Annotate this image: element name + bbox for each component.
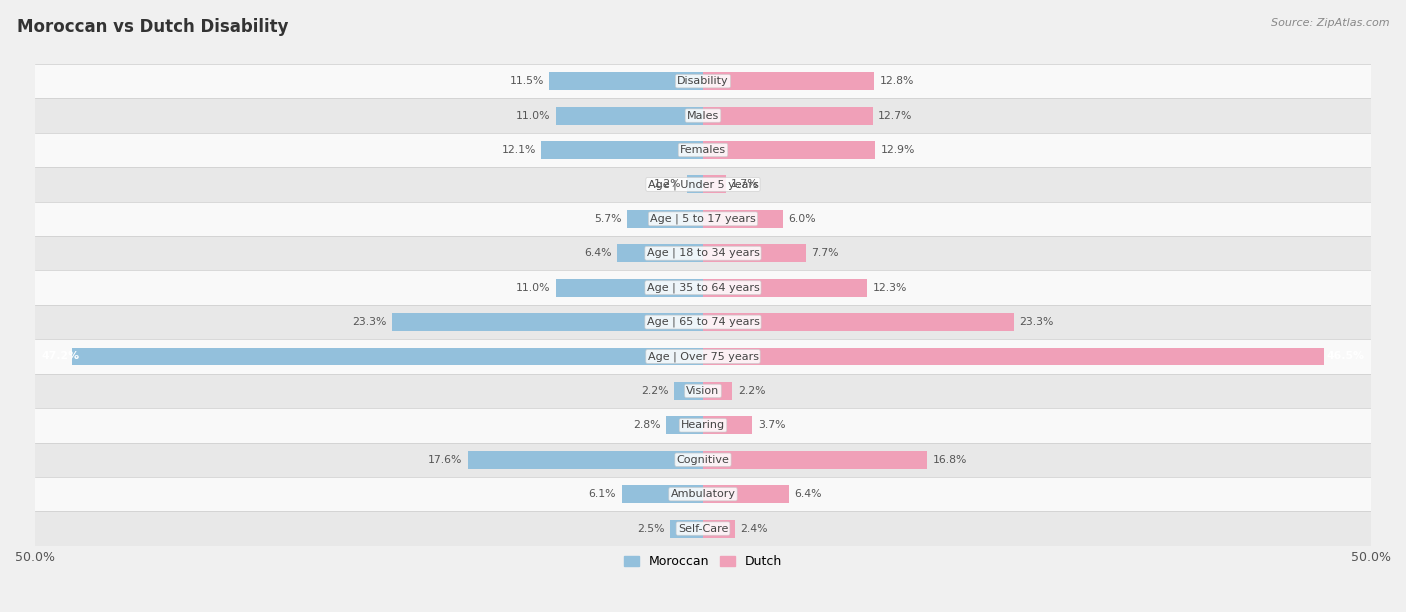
- Text: 1.7%: 1.7%: [731, 179, 759, 190]
- Text: 6.0%: 6.0%: [789, 214, 815, 224]
- Text: 5.7%: 5.7%: [593, 214, 621, 224]
- Text: 6.4%: 6.4%: [585, 248, 612, 258]
- Bar: [669, 520, 703, 537]
- Text: 7.7%: 7.7%: [811, 248, 839, 258]
- Text: 47.2%: 47.2%: [42, 351, 80, 362]
- Text: Age | 5 to 17 years: Age | 5 to 17 years: [650, 214, 756, 224]
- Bar: [35, 133, 1371, 167]
- Text: 6.4%: 6.4%: [794, 489, 821, 499]
- Text: 2.2%: 2.2%: [738, 386, 765, 396]
- Text: 2.5%: 2.5%: [637, 524, 664, 534]
- Bar: [665, 416, 703, 435]
- Text: Source: ZipAtlas.com: Source: ZipAtlas.com: [1271, 18, 1389, 28]
- Bar: [703, 176, 725, 193]
- Text: 2.2%: 2.2%: [641, 386, 668, 396]
- Bar: [703, 520, 735, 537]
- Bar: [392, 313, 703, 331]
- Bar: [35, 64, 1371, 99]
- Text: 12.1%: 12.1%: [502, 145, 536, 155]
- Text: 12.8%: 12.8%: [879, 76, 914, 86]
- Bar: [35, 477, 1371, 512]
- Bar: [555, 106, 703, 124]
- Text: 3.7%: 3.7%: [758, 420, 786, 430]
- Bar: [35, 236, 1371, 271]
- Bar: [617, 244, 703, 262]
- Text: Moroccan vs Dutch Disability: Moroccan vs Dutch Disability: [17, 18, 288, 36]
- Bar: [703, 72, 875, 90]
- Bar: [703, 141, 876, 159]
- Bar: [703, 210, 783, 228]
- Text: Age | 35 to 64 years: Age | 35 to 64 years: [647, 282, 759, 293]
- Text: Vision: Vision: [686, 386, 720, 396]
- Text: Cognitive: Cognitive: [676, 455, 730, 465]
- Bar: [35, 374, 1371, 408]
- Bar: [72, 348, 703, 365]
- Bar: [627, 210, 703, 228]
- Text: 1.2%: 1.2%: [654, 179, 682, 190]
- Bar: [555, 278, 703, 297]
- Text: Ambulatory: Ambulatory: [671, 489, 735, 499]
- Bar: [35, 442, 1371, 477]
- Text: 2.8%: 2.8%: [633, 420, 661, 430]
- Text: 11.5%: 11.5%: [509, 76, 544, 86]
- Bar: [35, 271, 1371, 305]
- Text: 2.4%: 2.4%: [741, 524, 768, 534]
- Legend: Moroccan, Dutch: Moroccan, Dutch: [619, 550, 787, 573]
- Text: Males: Males: [688, 111, 718, 121]
- Bar: [35, 305, 1371, 339]
- Text: 16.8%: 16.8%: [932, 455, 967, 465]
- Text: Age | Over 75 years: Age | Over 75 years: [648, 351, 758, 362]
- Bar: [35, 408, 1371, 442]
- Bar: [703, 106, 873, 124]
- Bar: [468, 451, 703, 469]
- Bar: [688, 176, 703, 193]
- Text: Age | 18 to 34 years: Age | 18 to 34 years: [647, 248, 759, 258]
- Text: 46.5%: 46.5%: [1326, 351, 1364, 362]
- Bar: [541, 141, 703, 159]
- Bar: [673, 382, 703, 400]
- Bar: [621, 485, 703, 503]
- Text: 11.0%: 11.0%: [516, 283, 551, 293]
- Bar: [550, 72, 703, 90]
- Text: 23.3%: 23.3%: [1019, 317, 1054, 327]
- Text: Self-Care: Self-Care: [678, 524, 728, 534]
- Text: Females: Females: [681, 145, 725, 155]
- Bar: [703, 348, 1324, 365]
- Text: 17.6%: 17.6%: [429, 455, 463, 465]
- Text: 11.0%: 11.0%: [516, 111, 551, 121]
- Bar: [703, 382, 733, 400]
- Text: 12.9%: 12.9%: [880, 145, 915, 155]
- Text: Age | 65 to 74 years: Age | 65 to 74 years: [647, 317, 759, 327]
- Bar: [35, 99, 1371, 133]
- Text: Hearing: Hearing: [681, 420, 725, 430]
- Bar: [703, 451, 928, 469]
- Text: 6.1%: 6.1%: [589, 489, 616, 499]
- Text: 12.3%: 12.3%: [873, 283, 907, 293]
- Text: Age | Under 5 years: Age | Under 5 years: [648, 179, 758, 190]
- Text: 23.3%: 23.3%: [352, 317, 387, 327]
- Bar: [703, 244, 806, 262]
- Text: 12.7%: 12.7%: [877, 111, 912, 121]
- Bar: [35, 167, 1371, 201]
- Text: Disability: Disability: [678, 76, 728, 86]
- Bar: [703, 313, 1014, 331]
- Bar: [703, 278, 868, 297]
- Bar: [35, 201, 1371, 236]
- Bar: [35, 339, 1371, 374]
- Bar: [703, 485, 789, 503]
- Bar: [35, 512, 1371, 546]
- Bar: [703, 416, 752, 435]
